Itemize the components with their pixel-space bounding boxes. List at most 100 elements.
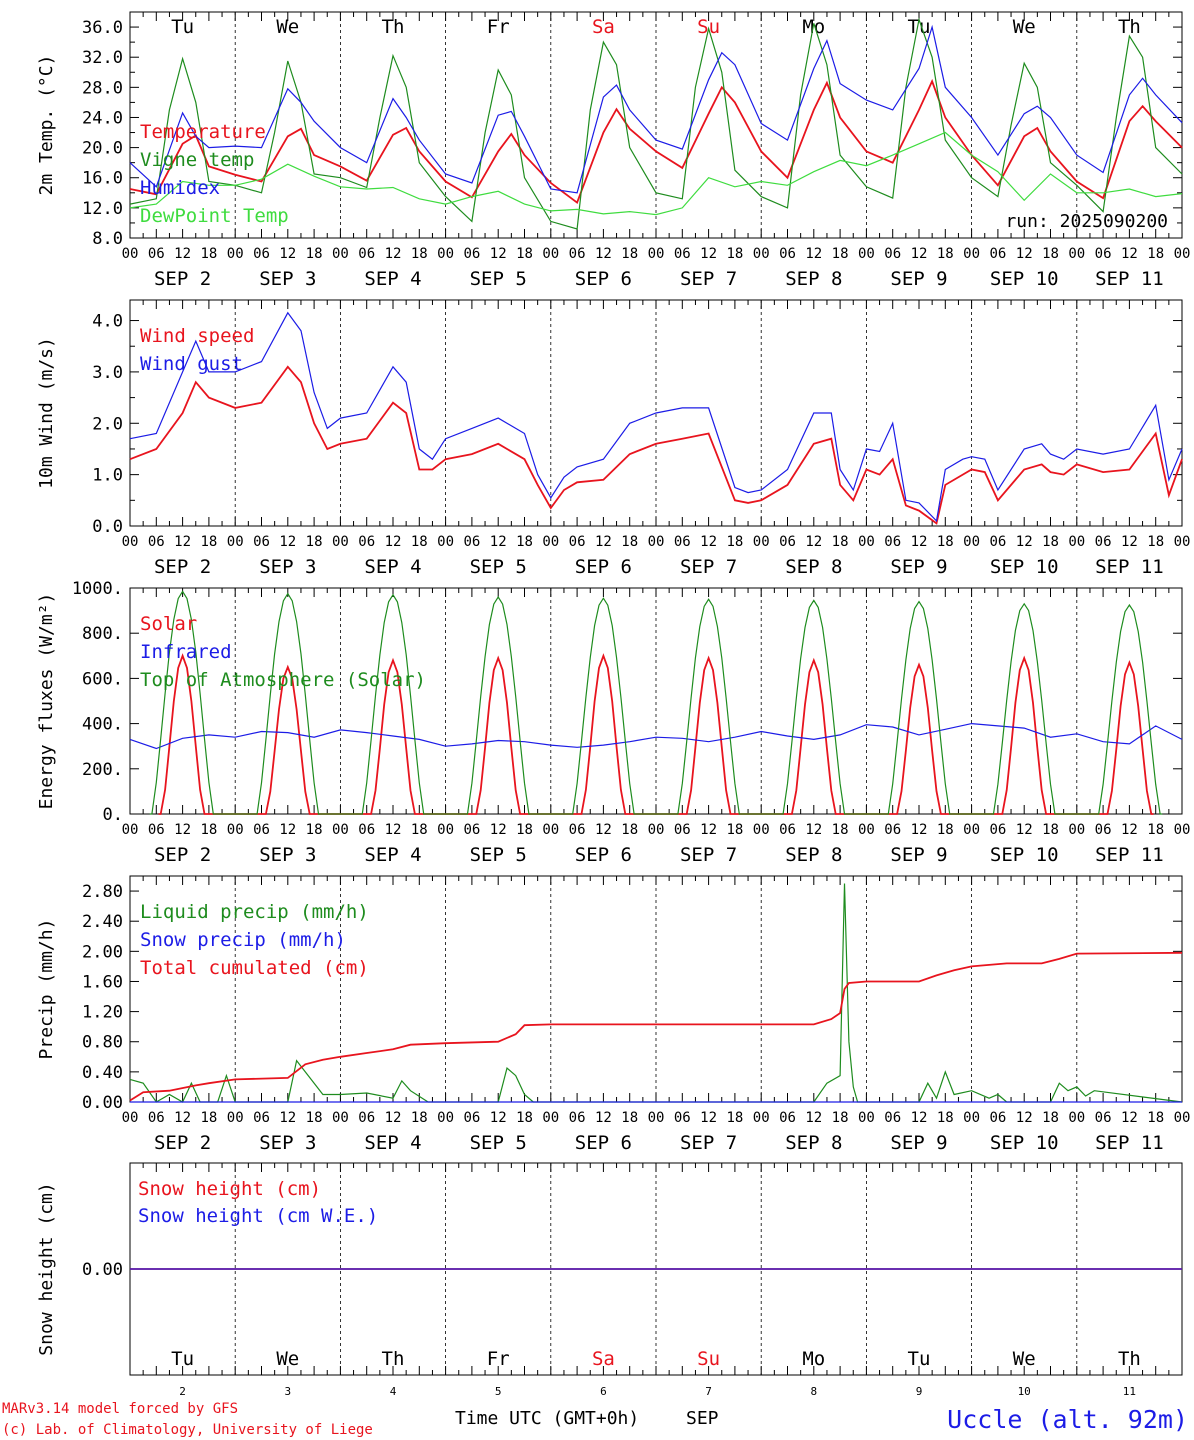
hour-label: 00 [1068,246,1085,262]
date-label: SEP 3 [259,844,316,866]
hour-label: 18 [621,246,638,262]
hour-label: 06 [358,822,375,838]
date-label: SEP 6 [575,556,632,578]
date-label: SEP 5 [470,268,527,290]
date-label: SEP 10 [990,844,1059,866]
date-label: SEP 7 [680,268,737,290]
series-line-liquid-precip-mm-h- [129,883,1183,1103]
y-axis-label: Energy fluxes (W/m²) [36,593,57,810]
hour-label: 00 [963,246,980,262]
hour-label: 12 [385,822,402,838]
hour-label: 12 [279,246,296,262]
hour-label: 18 [726,534,743,550]
date-label: SEP 9 [890,556,947,578]
series-group [129,590,1183,815]
weekday-label: We [276,16,299,38]
y-tick-label: 0.80 [82,1033,123,1053]
legend-entry: Solar [140,613,197,635]
hour-label: 18 [306,822,323,838]
hour-label: 06 [884,246,901,262]
hour-label: 18 [1042,534,1059,550]
date-label: SEP 4 [364,268,421,290]
series-group [129,17,1183,230]
hour-label: 00 [437,822,454,838]
hour-label: 00 [542,822,559,838]
hour-label: 00 [332,822,349,838]
hour-label: 18 [832,822,849,838]
hour-label: 00 [227,822,244,838]
legend-entry: Wind speed [140,325,254,347]
hour-label: 06 [674,534,691,550]
hour-label: 06 [779,1110,796,1126]
hour-label: 06 [253,1110,270,1126]
hour-label: 06 [569,534,586,550]
date-label: SEP 8 [785,1132,842,1154]
hour-label: 06 [779,246,796,262]
y-tick-label: 16.0 [82,169,123,189]
hour-label: 06 [884,1110,901,1126]
hour-label: 00 [332,1110,349,1126]
y-axis-label: 10m Wind (m/s) [36,337,57,489]
day-number: 4 [390,1385,397,1398]
y-tick-label: 12.0 [82,199,123,219]
hour-label: 12 [1121,246,1138,262]
hour-label: 06 [148,246,165,262]
legend-entry: Infrared [140,641,232,663]
series-group [129,883,1183,1103]
hour-label: 12 [805,246,822,262]
hour-label: 12 [805,534,822,550]
hour-label: 06 [989,1110,1006,1126]
date-label: SEP 10 [990,1132,1059,1154]
hour-label: 00 [1174,246,1191,262]
y-tick-label: 0.00 [82,1260,123,1280]
weekday-label: Tu [171,1348,194,1370]
weekday-label: We [1013,1348,1036,1370]
hour-label: 18 [621,534,638,550]
day-number: 6 [600,1385,607,1398]
hour-label: 18 [1147,822,1164,838]
date-label: SEP 2 [154,844,211,866]
day-number: 5 [495,1385,502,1398]
legend-entry: Wind gust [140,353,243,375]
hour-label: 06 [569,246,586,262]
y-tick-label: 2.00 [82,942,123,962]
hour-label: 12 [385,1110,402,1126]
y-tick-label: 800. [82,624,123,644]
hour-label: 12 [595,534,612,550]
hour-label: 12 [700,246,717,262]
hour-label: 12 [595,1110,612,1126]
hour-label: 00 [858,822,875,838]
panel-energy: 1000. 800. 600. 400. 200. 0. Energy fluxes (W/… [36,579,1190,866]
y-tick-label: 0.0 [92,517,123,537]
lab-credit: (c) Lab. of Climatology, University of L… [2,1422,373,1438]
hour-label: 12 [385,534,402,550]
hour-label: 00 [1068,534,1085,550]
hour-label: 00 [753,822,770,838]
hour-label: 06 [779,822,796,838]
weekday-label: Sa [592,16,615,38]
hour-label: 18 [1042,822,1059,838]
hour-label: 12 [911,246,928,262]
hour-label: 06 [1095,534,1112,550]
hour-label: 18 [306,1110,323,1126]
hour-label: 06 [253,822,270,838]
model-credit: MARv3.14 model forced by GFS [2,1401,238,1417]
hour-label: 18 [621,822,638,838]
weekday-label: Th [1118,16,1141,38]
hour-label: 18 [200,534,217,550]
y-tick-label: 20.0 [82,139,123,159]
legend-entry: Snow precip (mm/h) [140,929,346,951]
legend-entry: Liquid precip (mm/h) [140,901,369,923]
hour-label: 00 [1174,534,1191,550]
hour-label: 18 [1042,246,1059,262]
y-tick-label: 400. [82,715,123,735]
y-tick-label: 2.0 [92,414,123,434]
y-tick-label: 1000. [72,579,123,599]
hour-label: 06 [253,246,270,262]
date-label: SEP 7 [680,844,737,866]
hour-label: 06 [674,1110,691,1126]
date-label: SEP 11 [1095,844,1164,866]
hour-label: 12 [805,1110,822,1126]
hour-label: 18 [937,822,954,838]
weekday-label: Th [382,16,405,38]
